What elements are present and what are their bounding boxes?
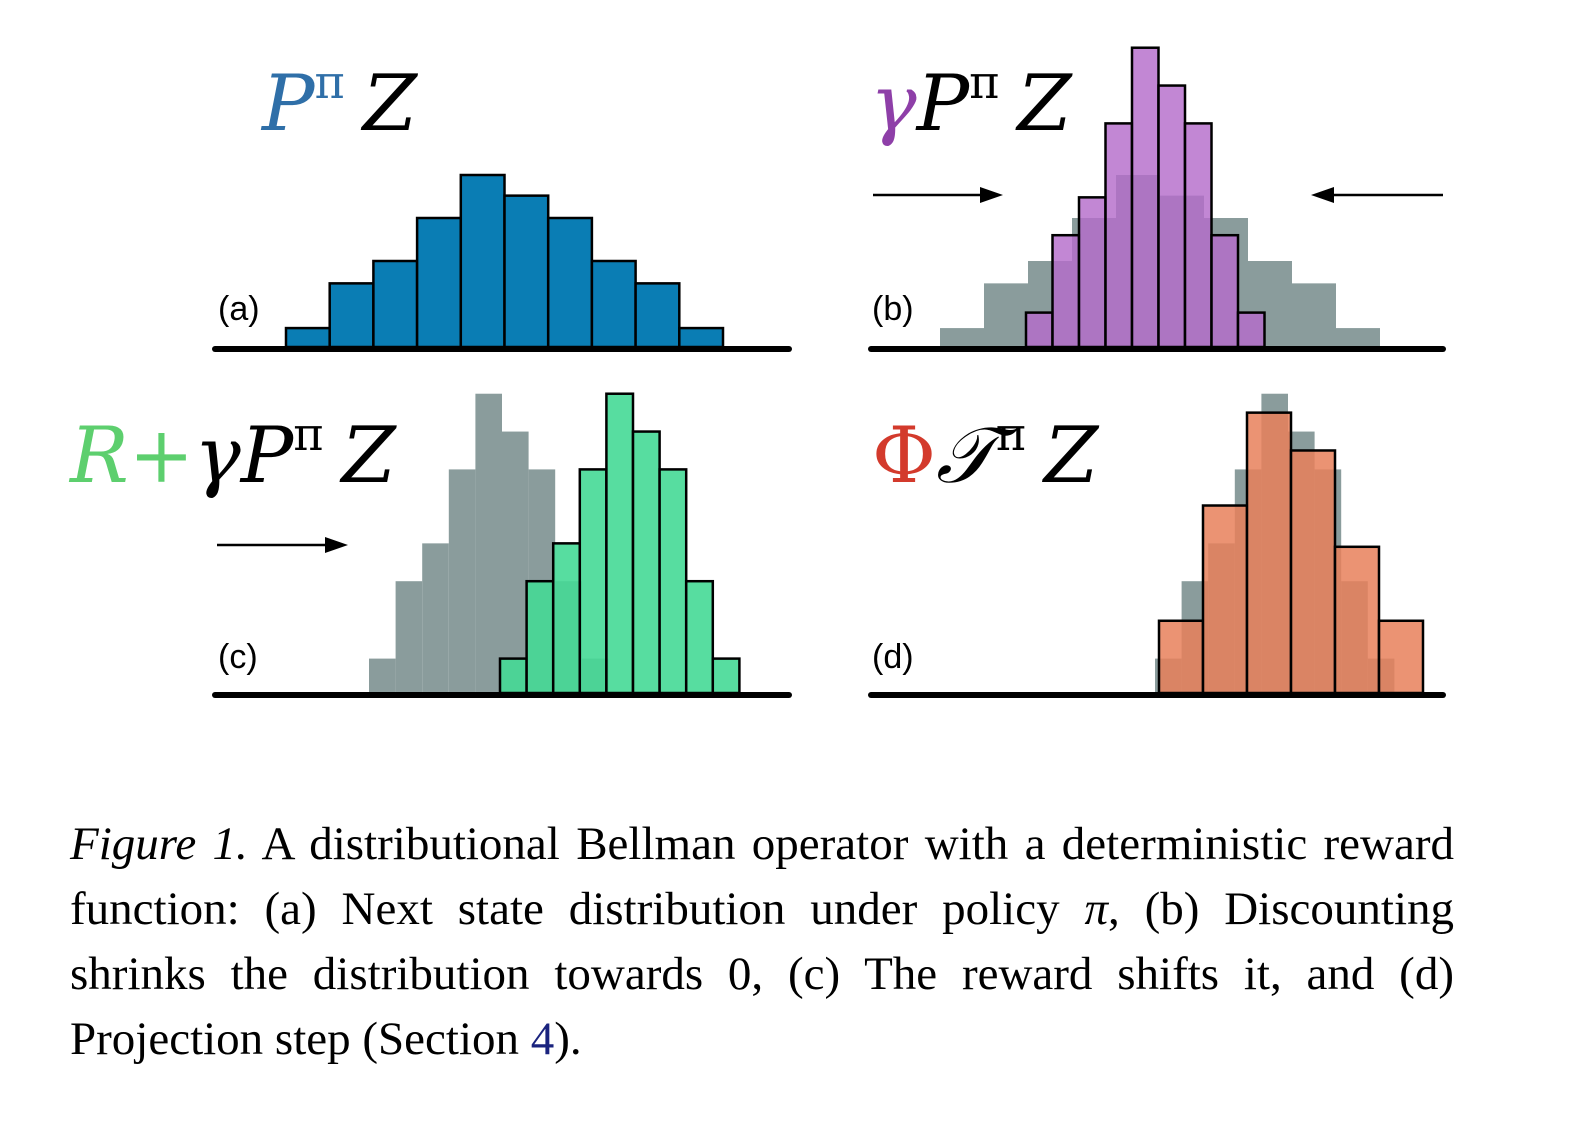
panel-b-formula-tail: Z	[1014, 59, 1073, 149]
panel-a-main-bar-8	[590, 259, 637, 349]
panel-b-formula-base: P	[915, 59, 971, 149]
panel-c-formula-sup: π	[293, 407, 323, 461]
panel-b-gray-bar-10	[1336, 328, 1380, 347]
panel-a-main-bar-10	[678, 326, 725, 349]
panel-b-formula: γPπ Z	[870, 55, 1073, 149]
panel-a-tag: (a)	[218, 290, 260, 328]
caption-pi-symbol: π	[1084, 883, 1108, 935]
panel-c-formula-tail: Z	[338, 411, 397, 501]
panel-d-formula: Φ𝒯π Z	[872, 407, 1100, 501]
panel-c: R+γPπ Z (c)	[68, 392, 792, 698]
panel-c-gray-bar-5	[475, 393, 502, 693]
panel-c-gray-bar-4	[448, 469, 476, 693]
panel-b-gray-bar-2	[984, 283, 1028, 347]
panel-b-main-bar-8	[1210, 233, 1240, 349]
panel-a-main-bar-4	[415, 216, 463, 349]
panel-c-main-bar-3	[551, 542, 582, 695]
caption-text-1: A distributional Bellman operator with a…	[70, 818, 1454, 935]
panel-c-main-bar-4	[578, 468, 608, 695]
panel-a-main-bar-5	[459, 173, 506, 349]
panel-b-tag: (b)	[872, 290, 914, 328]
panel-a-main-bar-1	[284, 326, 331, 349]
panel-b: γPπ Z (b)	[868, 46, 1446, 352]
panel-c-main-bar-8	[684, 579, 715, 695]
panel-d-formula-sup: π	[996, 407, 1026, 461]
panel-d-formula-tail: Z	[1041, 411, 1100, 501]
panel-d: Φ𝒯π Z (d)	[868, 393, 1446, 698]
panel-d-main-bar-3	[1245, 411, 1293, 695]
panel-d-main-bar-6	[1377, 619, 1425, 695]
panel-c-gray-bar-1	[369, 658, 396, 693]
caption-text-3: ).	[554, 1013, 582, 1065]
panel-a: Pπ Z (a)	[212, 55, 792, 352]
panel-c-formula-reward: R+	[68, 411, 194, 501]
panel-b-bars	[940, 46, 1380, 349]
panel-c-tag: (c)	[218, 638, 258, 676]
panel-b-gray-bar-1	[940, 328, 984, 347]
panel-c-main-bar-1	[498, 657, 528, 695]
panel-d-bars	[1155, 393, 1425, 695]
panel-c-formula-gamma: γ	[194, 411, 241, 501]
panel-c-main-bar-2	[525, 579, 555, 695]
panel-a-main-bar-2	[328, 282, 375, 349]
panel-b-main-bar-3	[1077, 196, 1107, 349]
panel-c-main-bar-5	[605, 392, 635, 695]
panel-b-main-bar-7	[1183, 122, 1213, 349]
panel-c-main-bar-7	[658, 468, 688, 695]
panel-b-left-arrow	[873, 187, 1003, 203]
panel-c-main-bar-6	[631, 430, 661, 695]
figure-canvas: Pπ Z (a) γPπ Z (b) R+γPπ Z (c)	[68, 46, 1446, 698]
panel-c-formula: R+γPπ Z	[68, 407, 397, 501]
panel-c-gray-bar-2	[395, 581, 423, 693]
caption-section-ref-link[interactable]: 4	[530, 1013, 555, 1065]
panel-c-gray-bar-3	[422, 543, 449, 693]
panel-a-formula-tail: Z	[360, 59, 419, 149]
panel-c-arrow	[217, 537, 348, 553]
panel-d-main-bar-5	[1333, 545, 1381, 695]
panel-b-main-bar-2	[1051, 233, 1081, 349]
panel-a-main-bar-9	[634, 282, 681, 349]
panel-d-formula-phi: Φ	[872, 411, 936, 501]
panel-a-formula: Pπ Z	[260, 55, 419, 149]
caption-text-2: , (b) Discounting shrinks the distributi…	[70, 883, 1455, 1065]
panel-a-main-bar-7	[546, 216, 594, 349]
panel-b-main-bar-5	[1130, 46, 1160, 349]
panel-a-main-bar-6	[503, 194, 550, 349]
panel-c-main-bar-9	[711, 657, 741, 695]
panel-b-main-bar-6	[1157, 84, 1187, 349]
panel-b-formula-sup: π	[969, 55, 999, 109]
panel-a-formula-sup: π	[314, 55, 344, 109]
panel-c-bars	[369, 392, 741, 695]
panel-d-main-bar-2	[1201, 504, 1249, 695]
panel-b-main-bar-9	[1236, 311, 1266, 349]
panel-d-main-bar-1	[1157, 619, 1205, 695]
panel-b-right-arrow	[1311, 187, 1443, 203]
panel-b-gray-bar-9	[1292, 283, 1336, 347]
figure-caption: Figure 1. A distributional Bellman opera…	[70, 812, 1454, 1072]
panel-d-main-bar-4	[1289, 449, 1337, 695]
panel-d-tag: (d)	[872, 638, 914, 676]
panel-a-bars	[284, 173, 725, 349]
panel-a-formula-base: P	[260, 59, 316, 149]
panel-b-main-bar-1	[1024, 311, 1054, 349]
caption-figure-label: Figure 1.	[70, 818, 248, 870]
panel-a-main-bar-3	[372, 259, 419, 349]
panel-c-gray-bar-6	[502, 431, 529, 693]
panel-b-main-bar-4	[1104, 122, 1134, 349]
panel-c-formula-base: P	[239, 411, 295, 501]
panel-b-formula-gamma: γ	[870, 59, 917, 149]
